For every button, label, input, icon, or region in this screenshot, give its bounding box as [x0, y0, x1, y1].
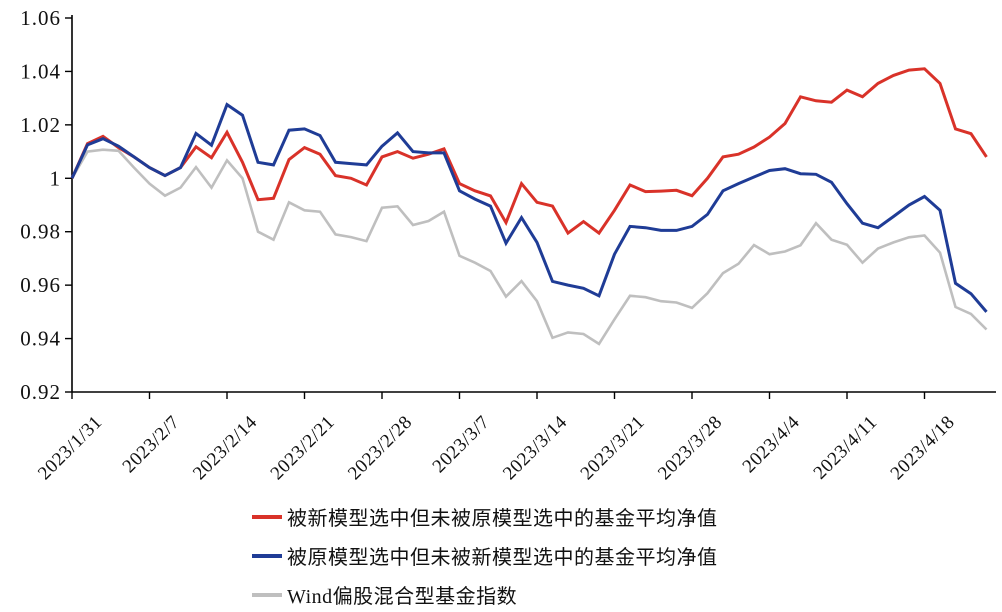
x-tick-label: 2023/3/28 [654, 412, 727, 485]
legend-swatch-blue [252, 553, 282, 558]
series-line-red [70, 67, 988, 236]
y-tick-label: 0.98 [20, 220, 61, 244]
x-tick-label: 2023/2/7 [119, 412, 184, 477]
x-tick-label: 2023/2/21 [267, 412, 340, 485]
legend-label-wind-index: Wind偏股混合型基金指数 [287, 586, 518, 608]
y-tick-label: 0.92 [20, 380, 61, 404]
x-tick-label: 2023/3/7 [429, 412, 494, 477]
x-tick-label: 2023/4/11 [810, 412, 882, 484]
legend-label-old-model: 被原模型选中但未被新模型选中的基金平均净值 [287, 547, 718, 569]
legend-label-new-model: 被新模型选中但未被原模型选中的基金平均净值 [287, 508, 718, 530]
series-line-gray [70, 148, 988, 346]
x-tick-label: 2023/3/21 [577, 412, 650, 485]
legend-item-new-model: 被新模型选中但未被原模型选中的基金平均净值 [252, 504, 718, 530]
x-tick-label: 2023/3/14 [499, 412, 572, 485]
y-tick-label: 1.04 [20, 59, 61, 83]
x-tick-label: 2023/2/14 [189, 412, 262, 485]
y-tick-label: 0.96 [20, 273, 61, 297]
x-tick-label: 2023/2/28 [344, 412, 417, 485]
y-tick-label: 0.94 [20, 327, 61, 351]
x-tick-label: 2023/1/31 [34, 412, 107, 485]
legend-swatch-gray [252, 592, 282, 597]
y-tick-label: 1.02 [20, 113, 61, 137]
legend: 被新模型选中但未被原模型选中的基金平均净值 被原模型选中但未被新模型选中的基金平… [252, 504, 718, 608]
y-tick-label: 1.06 [20, 6, 61, 30]
y-tick-label: 1 [50, 166, 62, 190]
legend-item-wind-index: Wind偏股混合型基金指数 [252, 582, 718, 608]
x-tick-label: 2023/4/4 [739, 412, 804, 477]
x-tick-label: 2023/4/18 [887, 412, 960, 485]
series-line-blue [70, 102, 988, 313]
legend-item-old-model: 被原模型选中但未被新模型选中的基金平均净值 [252, 543, 718, 569]
legend-swatch-red [252, 514, 282, 519]
